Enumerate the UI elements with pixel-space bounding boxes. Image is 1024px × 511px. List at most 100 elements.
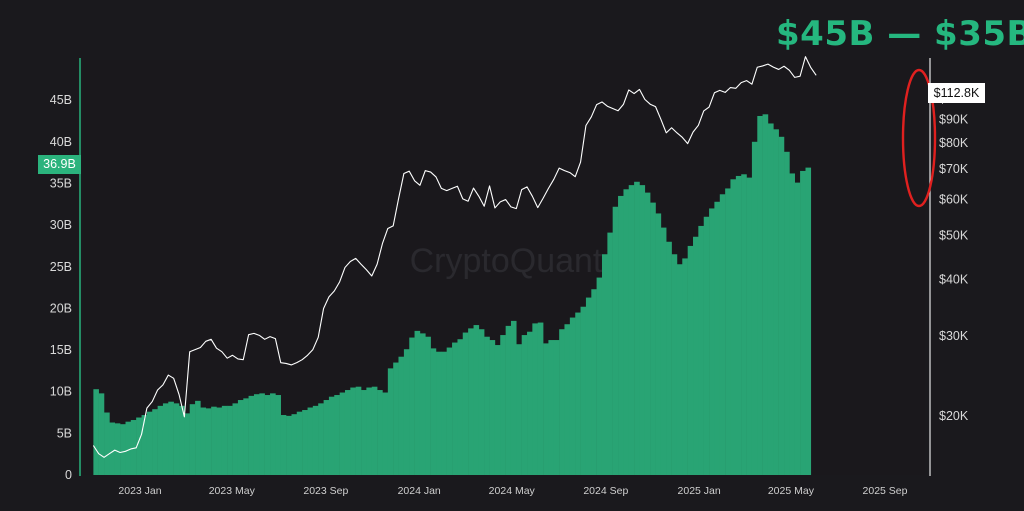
volume-bar: [446, 347, 453, 475]
volume-bars: [83, 60, 925, 476]
volume-bar: [280, 415, 287, 475]
volume-bar: [275, 395, 281, 475]
volume-bar: [762, 114, 769, 475]
volume-bar: [671, 254, 678, 475]
volume-bar: [468, 328, 474, 475]
volume-bar: [521, 335, 528, 475]
right-tick-label: $30K: [939, 329, 969, 343]
volume-bar: [623, 189, 630, 475]
volume-bar: [98, 393, 105, 475]
volume-bar: [703, 216, 710, 475]
volume-bar: [489, 340, 496, 475]
volume-bar: [237, 400, 244, 475]
volume-bar: [548, 340, 555, 475]
x-tick-label: 2025 Jan: [678, 485, 721, 497]
volume-bar: [457, 339, 464, 475]
left-tick-label: 20B: [50, 301, 72, 315]
volume-bar: [687, 245, 694, 475]
volume-bar: [173, 403, 180, 475]
volume-bar: [264, 395, 271, 475]
volume-bar: [516, 344, 522, 475]
volume-bar: [564, 324, 571, 475]
volume-bar: [104, 412, 110, 475]
volume-bar: [650, 202, 656, 476]
volume-bar: [767, 123, 774, 475]
volume-bar: [205, 408, 212, 475]
volume-bar: [221, 405, 228, 475]
volume-bar: [382, 392, 389, 475]
volume-bar: [462, 332, 469, 475]
left-tick-label: 0: [65, 468, 72, 482]
x-tick-label: 2023 May: [209, 485, 256, 497]
left-axis-ticks: 0 5B 10B 15B 20B 25B 30B 35B 40B 45B: [50, 93, 72, 482]
volume-bar: [318, 403, 324, 475]
right-tick-label: $40K: [939, 272, 969, 286]
right-tick-label: $90K: [939, 113, 969, 127]
left-tick-label: 25B: [50, 260, 72, 274]
volume-bar: [350, 387, 356, 475]
x-tick-label: 2024 Sep: [583, 485, 628, 497]
volume-bar: [553, 340, 560, 475]
volume-bar: [714, 201, 721, 475]
volume-bar: [157, 405, 164, 475]
volume-bar: [312, 405, 319, 475]
volume-bar: [484, 336, 490, 475]
right-tick-label: $20K: [939, 409, 969, 423]
volume-bar: [141, 415, 148, 475]
current-price-label: $112.8K: [928, 83, 985, 103]
volume-bar: [585, 297, 592, 475]
volume-bar: [200, 407, 207, 475]
x-tick-label: 2023 Jan: [118, 485, 161, 497]
volume-bar: [270, 393, 276, 475]
volume-bar: [179, 405, 185, 475]
volume-bar: [216, 407, 223, 475]
volume-bar: [146, 411, 153, 475]
volume-bar: [114, 423, 121, 475]
volume-bar: [334, 395, 340, 475]
current-volume-label: 36.9B: [38, 155, 81, 174]
volume-bar: [168, 401, 174, 475]
volume-bar: [162, 403, 169, 475]
volume-bar: [730, 179, 737, 476]
x-tick-label: 2025 Sep: [863, 485, 908, 497]
volume-bar: [152, 409, 158, 475]
volume-bar: [403, 349, 410, 475]
volume-bar: [419, 333, 426, 475]
volume-bar: [473, 325, 480, 475]
volume-bar: [537, 322, 544, 475]
right-tick-label: $60K: [939, 193, 969, 207]
volume-bar: [120, 424, 126, 475]
left-tick-label: 30B: [50, 218, 72, 232]
volume-bar: [634, 181, 640, 475]
volume-bar: [286, 415, 292, 475]
volume-bar: [125, 421, 132, 475]
left-tick-label: 5B: [57, 426, 72, 440]
volume-bar: [698, 225, 704, 475]
volume-bar: [569, 317, 576, 475]
volume-bar: [693, 236, 699, 475]
volume-bar: [398, 356, 405, 475]
right-axis-ticks: $20K$30K$40K$50K$60K$70K$80K$90K$100K: [939, 92, 976, 423]
volume-bar: [302, 410, 308, 475]
volume-bar: [339, 392, 346, 475]
volume-bar: [189, 404, 196, 475]
volume-bar: [291, 414, 298, 475]
volume-bar: [366, 387, 373, 475]
volume-bar: [580, 306, 587, 475]
volume-bar: [109, 422, 115, 475]
volume-bar: [601, 254, 608, 475]
left-tick-label: 35B: [50, 176, 72, 190]
volume-bar: [323, 400, 330, 475]
volume-bar: [778, 136, 785, 476]
headline: $45B — $35B: [776, 14, 1024, 54]
volume-bar: [655, 213, 662, 475]
x-axis-ticks: 2023 Jan 2023 May 2023 Sep 2024 Jan 2024 May…: [118, 485, 907, 497]
x-tick-label: 2023 Sep: [303, 485, 348, 497]
left-tick-label: 15B: [50, 343, 72, 357]
volume-bar: [751, 141, 758, 476]
volume-bar: [735, 175, 742, 475]
x-tick-label: 2024 Jan: [398, 485, 441, 497]
left-tick-label: 40B: [50, 135, 72, 149]
volume-bar: [248, 395, 255, 475]
volume-bar: [794, 182, 801, 475]
